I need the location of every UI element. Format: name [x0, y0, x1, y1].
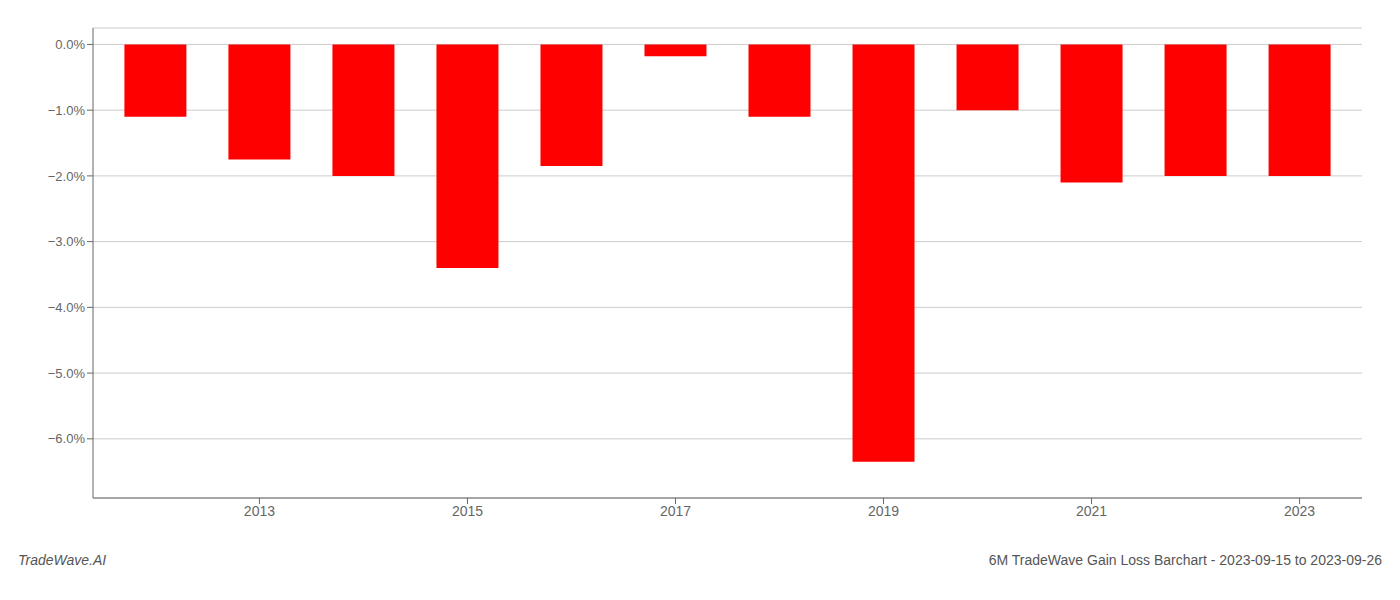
svg-text:−6.0%: −6.0%: [48, 431, 86, 446]
svg-text:2019: 2019: [868, 503, 899, 519]
html-text:6M TradeWave Gain Loss Barchar: 6M TradeWave Gain Loss Barchart - 2023-0…: [988, 552, 1382, 568]
svg-text:−3.0%: −3.0%: [48, 234, 86, 249]
html-text:TradeWave.AI: TradeWave.AI: [18, 552, 107, 568]
svg-text:−2.0%: −2.0%: [48, 169, 86, 184]
svg-text:−5.0%: −5.0%: [48, 366, 86, 381]
svg-text:2023: 2023: [1284, 503, 1315, 519]
svg-text:−4.0%: −4.0%: [48, 300, 86, 315]
svg-text:2017: 2017: [660, 503, 691, 519]
svg-text:−1.0%: −1.0%: [48, 103, 86, 118]
svg-text:2021: 2021: [1076, 503, 1107, 519]
svg-text:0.0%: 0.0%: [55, 37, 85, 52]
svg-text:2015: 2015: [452, 503, 483, 519]
svg-text:2013: 2013: [244, 503, 275, 519]
